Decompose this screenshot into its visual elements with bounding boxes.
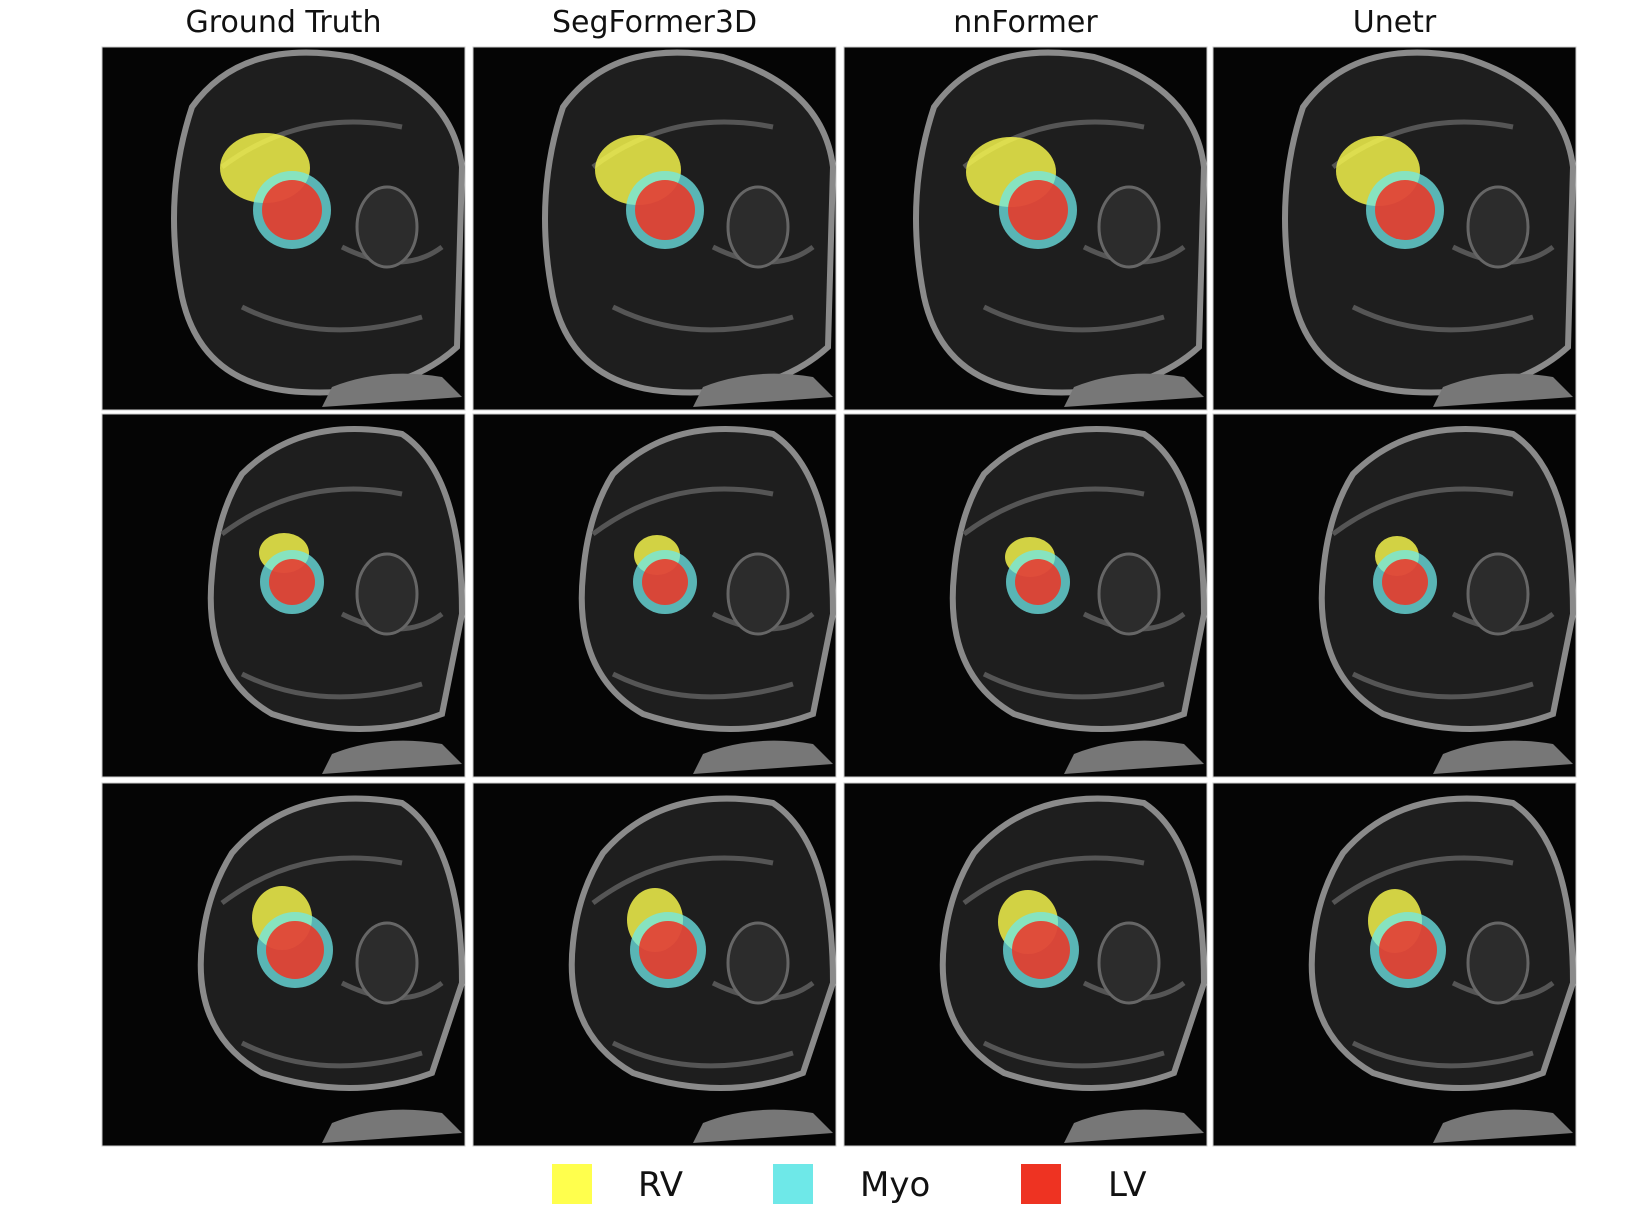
lv-mask [1382,559,1428,605]
mri-panel [1212,413,1577,778]
anatomy [726,921,790,1005]
anatomy [1097,552,1161,636]
legend-swatch [552,1164,592,1204]
anatomy [1097,921,1161,1005]
mri-panel [101,782,466,1147]
anatomy [949,426,1208,732]
lv-mask [269,559,315,605]
anatomy [1433,1109,1573,1143]
legend-swatch [773,1164,813,1204]
mri-panel [101,413,466,778]
mri-panel [843,782,1208,1147]
mri-panel [843,46,1208,411]
anatomy [1064,373,1204,407]
anatomy [1064,740,1204,774]
lv-mask [1012,921,1070,979]
anatomy [1064,1109,1204,1143]
mri-panel [472,782,837,1147]
lv-mask [1379,921,1437,979]
anatomy [726,552,790,636]
anatomy [1466,552,1530,636]
anatomy [1318,426,1577,732]
mri-panel [472,413,837,778]
legend-label: RV [638,1165,683,1205]
anatomy [1466,921,1530,1005]
lv-mask [1015,559,1061,605]
lv-mask [1375,180,1435,240]
anatomy [322,1109,462,1143]
anatomy [693,1109,833,1143]
lv-mask [262,180,322,240]
anatomy [1466,185,1530,269]
lv-mask [642,559,688,605]
column-title: SegFormer3D [552,5,757,40]
anatomy [726,185,790,269]
lv-mask [266,921,324,979]
anatomy [578,426,837,732]
anatomy [207,426,466,732]
legend-swatch [1021,1164,1061,1204]
anatomy [355,552,419,636]
mri-panel [843,413,1208,778]
mri-panel [1212,46,1577,411]
anatomy [1097,185,1161,269]
anatomy [693,740,833,774]
anatomy [693,373,833,407]
anatomy [1433,373,1573,407]
lv-mask [639,921,697,979]
legend-label: Myo [860,1165,930,1205]
lv-mask [635,180,695,240]
legend-label: LV [1108,1165,1146,1205]
anatomy [322,373,462,407]
anatomy [355,921,419,1005]
column-title: Unetr [1353,5,1437,40]
anatomy [355,185,419,269]
lv-mask [1008,180,1068,240]
mri-panel [1212,782,1577,1147]
mri-panel [101,46,466,411]
mri-panel [472,46,837,411]
anatomy [1433,740,1573,774]
column-title: Ground Truth [186,5,382,40]
anatomy [322,740,462,774]
column-title: nnFormer [953,5,1098,40]
